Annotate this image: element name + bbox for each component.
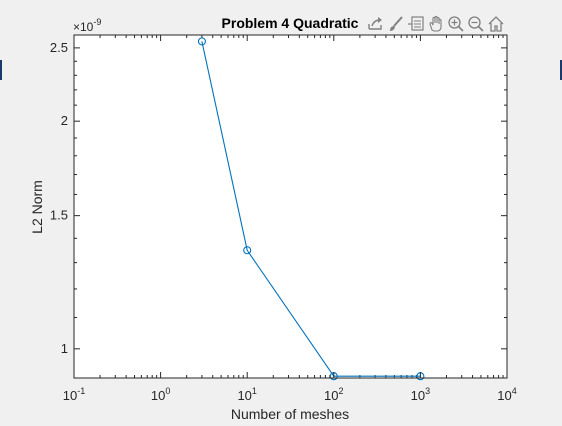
series-line: [201, 41, 421, 377]
x-tick-label: 103: [411, 386, 430, 403]
zoom-in-icon: [448, 16, 464, 32]
x-tick-label: 104: [497, 386, 516, 403]
pan-icon: [429, 15, 442, 32]
axes-box: [73, 34, 508, 379]
data-point: [197, 37, 206, 46]
y-tick-label: 2: [61, 113, 68, 128]
x-tick-label: 10-1: [63, 386, 85, 403]
y-tick-label: 2.5: [50, 40, 68, 55]
window-edge-right: [560, 60, 562, 80]
brush-button[interactable]: [386, 14, 406, 34]
plot-area[interactable]: [74, 35, 507, 378]
zoom-out-icon: [468, 16, 484, 32]
zoom-out-button[interactable]: [466, 14, 486, 34]
y-axis-label: L2 Norm: [29, 180, 45, 234]
y-tick-label: 1.5: [50, 208, 68, 223]
series-layer: [197, 37, 425, 381]
x-axis-label: Number of meshes: [231, 406, 349, 422]
export-button[interactable]: [366, 14, 386, 34]
x-tick-label: 101: [237, 386, 256, 403]
x-tick-label: 102: [324, 386, 343, 403]
export-icon: [368, 17, 382, 30]
home-icon: [488, 16, 504, 32]
data-point: [243, 246, 252, 255]
datatips-icon: [408, 16, 424, 31]
brush-icon: [390, 16, 403, 31]
y-tick-label: 1: [61, 341, 68, 356]
x-axis-ticks: 10-1 100 101 102 103 104: [63, 35, 517, 403]
zoom-in-button[interactable]: [446, 14, 466, 34]
chart-title: Problem 4 Quadratic: [222, 15, 359, 31]
pan-button[interactable]: [426, 14, 446, 34]
window-edge-left: [0, 60, 2, 80]
y-axis-exponent: ×10-9: [73, 17, 101, 34]
axes-toolbar: [366, 12, 506, 36]
datatips-button[interactable]: [406, 14, 426, 34]
y-axis-ticks: 1 1.5 2 2.5: [50, 40, 507, 356]
x-tick-label: 100: [151, 386, 170, 403]
home-button[interactable]: [486, 14, 506, 34]
